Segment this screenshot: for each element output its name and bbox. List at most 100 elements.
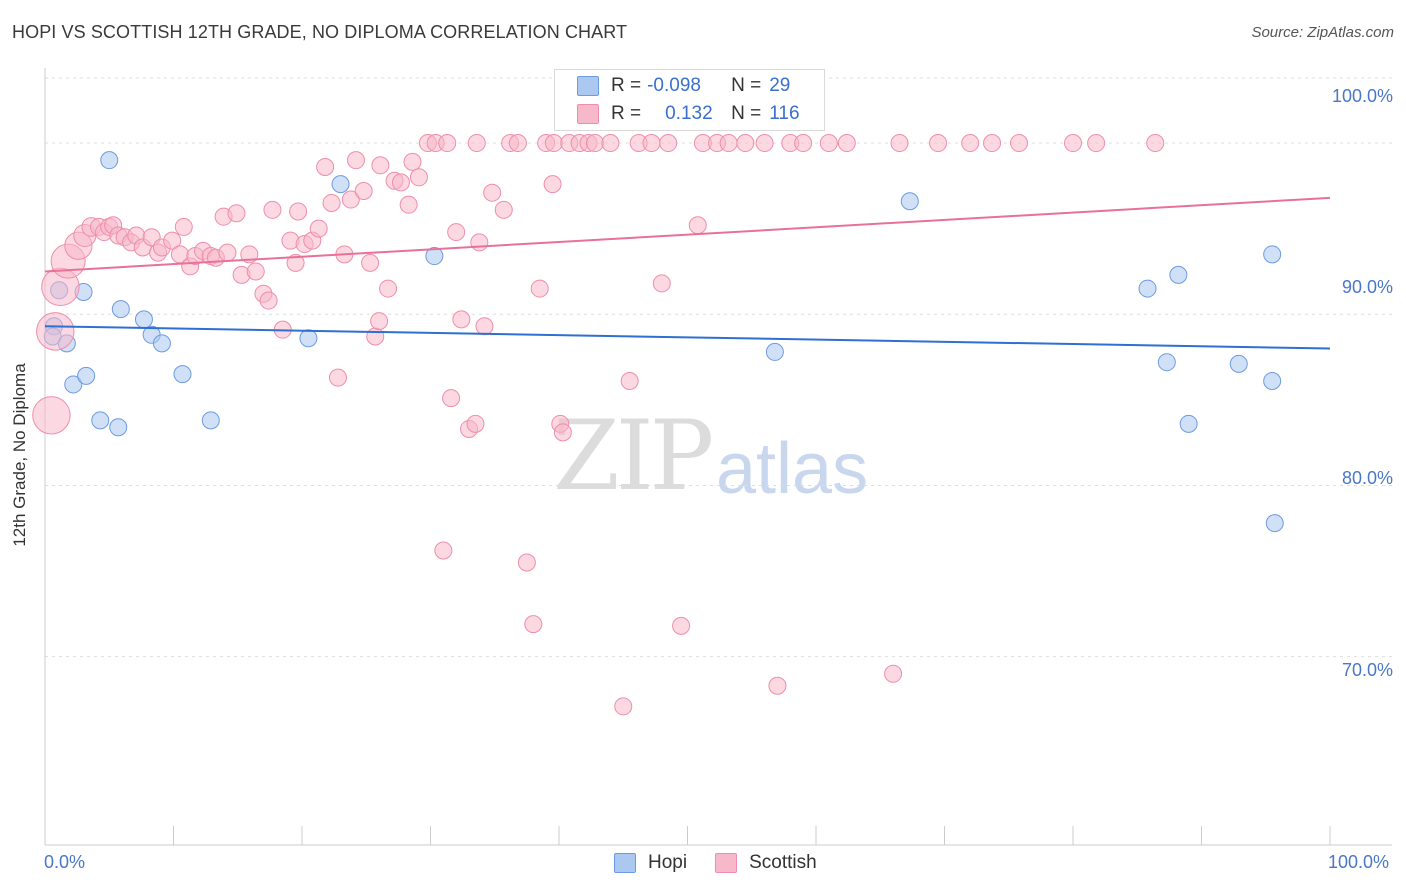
scottish-point [544,134,563,153]
hopi-point [1169,265,1188,284]
legend-item-hopi[interactable]: Hopi [614,852,687,874]
scottish-legend-swatch [715,853,738,873]
scottish-point [755,134,774,153]
scottish-point [530,279,549,298]
scottish-point [524,615,543,634]
x-tick-label-0: 0.0% [44,852,86,872]
scottish-point [447,223,466,242]
scottish-point [218,243,237,262]
scottish-point [246,262,265,281]
scottish-point [263,200,282,219]
hopi-point [152,334,171,353]
scottish-point [409,168,428,187]
hopi-r-label: R = [611,75,642,96]
scottish-point [1146,134,1165,153]
scottish-r-value: 0.132 [665,103,713,124]
scottish-point [614,697,633,716]
hopi-point [900,192,919,211]
scottish-point [227,204,246,223]
series-legend: Hopi Scottish [614,852,845,874]
scottish-point [328,368,347,387]
correlation-legend: R = -0.098 N = 29 R = 0.132 N = 116 [554,69,825,131]
scottish-point [890,134,909,153]
hopi-point [111,300,130,319]
legend-row-hopi: R = -0.098 N = 29 [577,73,790,99]
hopi-r-value: -0.098 [647,75,701,96]
scottish-point [259,291,278,310]
scottish-point [929,134,948,153]
scottish-point [309,219,328,238]
scottish-point [442,389,461,408]
scottish-point [553,423,572,442]
scottish-point [543,175,562,194]
scottish-point [719,134,738,153]
grid-lines [45,77,1392,658]
scottish-point [379,279,398,298]
hopi-point [331,175,350,194]
legend-row-scottish: R = 0.132 N = 116 [577,101,800,127]
hopi-point [425,247,444,266]
legend-item-scottish[interactable]: Scottish [715,852,817,874]
y-axis-label: 12th Grade, No Diploma [10,363,29,547]
scottish-point [601,134,620,153]
scottish-point [483,183,502,202]
scottish-point [620,372,639,391]
scottish-point [322,193,341,212]
hopi-point [1138,279,1157,298]
scottish-point [983,134,1002,153]
hopi-n-value: 29 [769,75,791,96]
hopi-point [1157,353,1176,372]
scottish-swatch [577,104,599,124]
scottish-point [819,134,838,153]
hopi-point [1229,354,1248,373]
axes [44,68,1392,846]
scottish-point [289,202,308,221]
hopi-point [100,151,119,170]
scottish-point [652,274,671,293]
scottish-point [316,158,335,177]
scottish-point [286,253,305,272]
scottish-trend-line [44,196,1331,273]
scottish-point [399,195,418,214]
scottish-point [466,414,485,433]
hopi-point [1179,414,1198,433]
scottish-point [371,156,390,175]
y-tick-label-90: 90.0% [1341,277,1393,297]
hopi-point [173,365,192,384]
scottish-point [688,216,707,235]
hopi-swatch [577,76,599,96]
scottish-point [438,134,457,153]
scottish-legend-label: Scottish [749,852,817,873]
hopi-point [201,411,220,430]
scottish-point [585,134,604,153]
hopi-point [299,329,318,348]
scottish-point [672,616,691,635]
watermark-atlas: atlas [716,429,869,509]
scottish-point [659,134,678,153]
scottish-point [470,233,489,252]
trend-lines [44,196,1331,350]
scottish-point [642,134,661,153]
scottish-point [884,664,903,683]
watermark-zip: ZIP [553,400,714,512]
scottish-point [346,151,365,170]
hopi-point [134,310,153,329]
hopi-point [109,418,128,437]
scottish-point [36,312,75,351]
hopi-point [77,366,96,385]
scottish-point [341,190,360,209]
source-label: Source: ZipAtlas.com [1251,24,1394,41]
hopi-point [1265,514,1284,533]
scottish-point [1010,134,1029,153]
hopi-point [765,342,784,361]
hopi-legend-label: Hopi [648,852,688,873]
y-tick-label-70: 70.0% [1341,660,1393,680]
scottish-point [768,676,787,695]
scottish-point [163,231,182,250]
scottish-point [354,181,373,200]
scottish-point [508,134,527,153]
scottish-point [434,541,453,560]
scottish-point [391,173,410,192]
hopi-point [91,411,110,430]
